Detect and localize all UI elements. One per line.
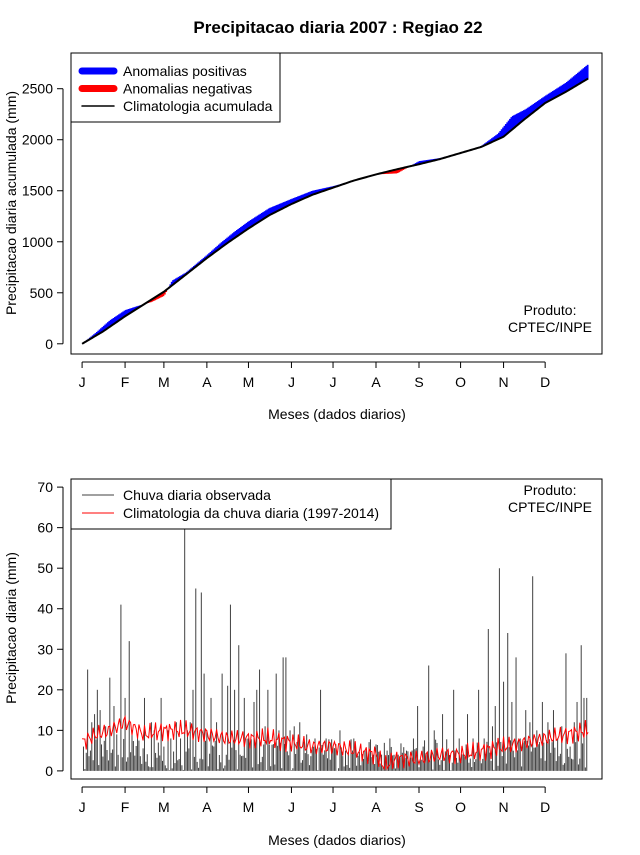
top-x-tick-label: A [371,374,381,390]
accumulated-panel: Precipitacao diaria acumulada (mm) Meses… [3,53,602,422]
bottom-ylabel: Precipitacao diaria (mm) [3,552,19,704]
top-y-tick-label: 1500 [22,183,53,199]
bottom-x-tick-label: S [414,799,423,815]
bottom-x-tick-label: O [455,799,466,815]
bottom-y-tick-label: 50 [37,560,53,576]
top-annotation-line2: CPTEC/INPE [508,319,592,335]
top-y-tick-label: 500 [30,285,54,301]
top-x-tick-label: F [121,374,130,390]
top-legend-label: Climatologia acumulada [123,98,273,114]
bottom-x-tick-label: A [371,799,381,815]
bottom-annotation-line2: CPTEC/INPE [508,499,592,515]
bottom-legend-label: Chuva diaria observada [123,487,271,503]
top-ylabel: Precipitacao diaria acumulada (mm) [3,91,19,315]
top-x-tick-label: M [243,374,255,390]
bottom-y-tick-label: 10 [37,722,53,738]
top-x-tick-label: M [158,374,170,390]
bottom-y-tick-label: 60 [37,520,53,536]
bottom-y-tick-label: 70 [37,479,53,495]
top-x-tick-label: S [414,374,423,390]
top-annotation-line1: Produto: [524,302,577,318]
top-x-tick-label: J [330,374,337,390]
bottom-legend-label: Climatologia da chuva diaria (1997-2014) [123,505,379,521]
top-x-tick-label: J [79,374,86,390]
bottom-legend: Chuva diaria observada Climatologia da ch… [71,479,391,529]
bottom-y-tick-label: 0 [45,763,53,779]
figure-title: Precipitacao diaria 2007 : Regiao 22 [193,18,482,37]
bottom-y-tick-label: 40 [37,601,53,617]
bottom-x-tick-label: A [202,799,212,815]
top-y-tick-label: 2500 [22,81,53,97]
bottom-x-tick-label: J [79,799,86,815]
top-legend-label: Anomalias positivas [123,63,247,79]
bottom-y-tick-label: 20 [37,682,53,698]
top-x-tick-label: O [455,374,466,390]
bottom-x-tick-label: N [499,799,509,815]
bottom-x-tick-label: J [288,799,295,815]
top-x-tick-label: N [499,374,509,390]
top-x-tick-label: D [540,374,550,390]
top-legend-label: Anomalias negativas [123,81,252,97]
bottom-x-tick-label: F [121,799,130,815]
positive-anomaly-bar [587,65,589,79]
top-y-tick-label: 2000 [22,132,53,148]
bottom-x-tick-label: J [330,799,337,815]
bottom-y-tick-label: 30 [37,641,53,657]
top-legend: Anomalias positivas Anomalias negativasCl… [71,53,280,122]
bottom-xlabel: Meses (dados diarios) [268,832,406,848]
top-y-tick-label: 0 [45,336,53,352]
daily-panel: Precipitacao diaria (mm) Meses (dados di… [3,479,602,848]
top-y-tick-label: 1000 [22,234,53,250]
top-x-tick-label: J [288,374,295,390]
top-x-tick-label: A [202,374,212,390]
bottom-x-tick-label: M [243,799,255,815]
bottom-x-tick-label: M [158,799,170,815]
top-xlabel: Meses (dados diarios) [268,406,406,422]
bottom-annotation-line1: Produto: [524,482,577,498]
bottom-x-tick-label: D [540,799,550,815]
